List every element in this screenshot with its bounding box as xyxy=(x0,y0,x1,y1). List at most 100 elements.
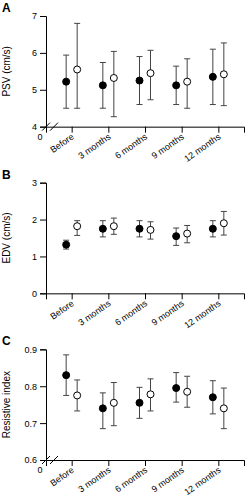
tick-label: 6 months xyxy=(113,298,149,328)
error-cap xyxy=(74,23,80,24)
series xyxy=(63,355,217,429)
tick-label: Before xyxy=(48,465,75,488)
axis-line xyxy=(40,350,47,461)
error-cap xyxy=(111,382,117,383)
tick: Before xyxy=(48,460,75,488)
error-cap xyxy=(74,220,80,221)
tick: 6 months xyxy=(113,127,149,161)
tick: 1 xyxy=(32,252,46,262)
annotation: 0 xyxy=(37,465,42,475)
tick: 9 months xyxy=(150,293,186,327)
error-cap xyxy=(148,378,154,379)
axis-title: PSV (cm/s) xyxy=(1,46,12,97)
y-axis: 4567 xyxy=(32,11,47,132)
point xyxy=(63,372,70,379)
tick-label: 0.7 xyxy=(24,418,37,428)
tick-label: 12 months xyxy=(182,131,223,164)
point xyxy=(184,78,191,85)
error-cap xyxy=(221,388,227,389)
point xyxy=(74,392,81,399)
point xyxy=(136,77,143,84)
point xyxy=(74,223,81,230)
tick-label: 2 xyxy=(32,215,37,225)
panel-label: C xyxy=(2,334,11,348)
tick: 4 xyxy=(32,122,46,132)
figure: 4567Before3 months6 months9 months12 mon… xyxy=(0,0,252,500)
point xyxy=(110,399,117,406)
error-cap xyxy=(100,108,106,109)
error-cap xyxy=(148,50,154,51)
error-cap xyxy=(184,225,190,226)
panel: 0123Before3 months6 months9 months12 mon… xyxy=(1,168,245,331)
error-cap xyxy=(63,249,69,250)
tick-label: 4 xyxy=(32,122,37,132)
error-cap xyxy=(111,425,117,426)
panel: 4567Before3 months6 months9 months12 mon… xyxy=(1,1,245,164)
tick: 9 months xyxy=(150,460,186,494)
error-cap xyxy=(74,108,80,109)
tick: 3 xyxy=(32,178,46,188)
tick-mark xyxy=(72,127,73,133)
point xyxy=(173,233,180,240)
tick-mark xyxy=(108,293,109,299)
tick-label: 7 xyxy=(32,11,37,21)
axis-line xyxy=(40,17,47,128)
error-cap xyxy=(148,99,154,100)
point xyxy=(173,82,180,89)
point xyxy=(110,223,117,230)
tick-mark xyxy=(40,423,46,424)
point xyxy=(220,71,227,78)
error-cap xyxy=(63,55,69,56)
error-cap xyxy=(100,428,106,429)
series xyxy=(63,221,217,249)
error-cap xyxy=(221,105,227,106)
error-cap xyxy=(63,395,69,396)
tick-mark xyxy=(145,460,146,466)
error-cap xyxy=(111,218,117,219)
tick-label: Before xyxy=(48,132,75,155)
point xyxy=(99,225,106,232)
axis-title: EDV (cm/s) xyxy=(1,212,12,263)
point xyxy=(99,82,106,89)
tick-label: 0.9 xyxy=(24,345,37,355)
error-cap xyxy=(173,228,179,229)
x-axis: Before3 months6 months9 months12 months xyxy=(47,460,245,497)
tick-label: 3 xyxy=(32,178,37,188)
error-cap xyxy=(137,56,143,57)
point xyxy=(63,241,70,248)
tick-label: 6 months xyxy=(113,131,149,161)
axis-break xyxy=(42,456,58,464)
point xyxy=(147,70,154,77)
error-cap xyxy=(210,413,216,414)
tick-mark xyxy=(40,183,46,184)
tick: 0.7 xyxy=(24,418,46,428)
tick: 3 months xyxy=(76,460,112,494)
error-cap xyxy=(74,379,80,380)
error-cap xyxy=(221,428,227,429)
error-cap xyxy=(221,42,227,43)
tick-label: 6 months xyxy=(113,465,149,495)
tick: 12 months xyxy=(182,460,223,497)
tick-mark xyxy=(40,386,46,387)
tick: Before xyxy=(48,293,75,321)
error-cap xyxy=(173,402,179,403)
tick-mark xyxy=(40,53,46,54)
tick: 9 months xyxy=(150,127,186,161)
error-cap xyxy=(210,236,216,237)
tick-label: 6 xyxy=(32,48,37,58)
point xyxy=(147,226,154,233)
error-cap xyxy=(148,239,154,240)
x-axis: Before3 months6 months9 months12 months xyxy=(47,293,245,330)
point xyxy=(63,78,70,85)
point xyxy=(220,405,227,412)
error-cap xyxy=(173,104,179,105)
panel: 0.60.70.80.9Before3 months6 months9 mont… xyxy=(1,334,245,497)
error-cap xyxy=(63,240,69,241)
tick-label: 0.6 xyxy=(24,455,37,465)
error-cap xyxy=(111,234,117,235)
axis-title: Resistive index xyxy=(1,371,12,438)
tick: Before xyxy=(48,127,75,155)
tick: 3 months xyxy=(76,127,112,161)
point xyxy=(147,391,154,398)
series xyxy=(74,211,228,242)
